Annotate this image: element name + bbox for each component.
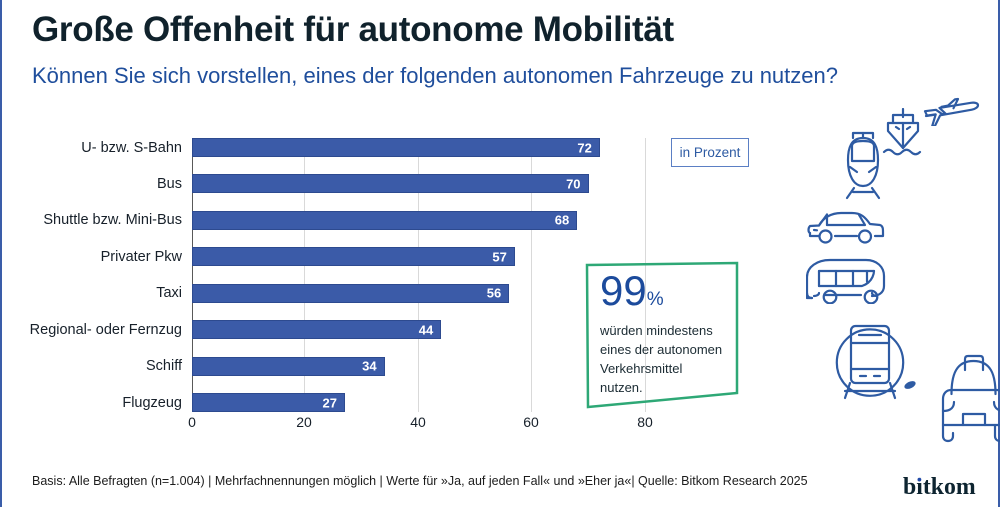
svg-text:bitkom: bitkom [903,474,976,500]
